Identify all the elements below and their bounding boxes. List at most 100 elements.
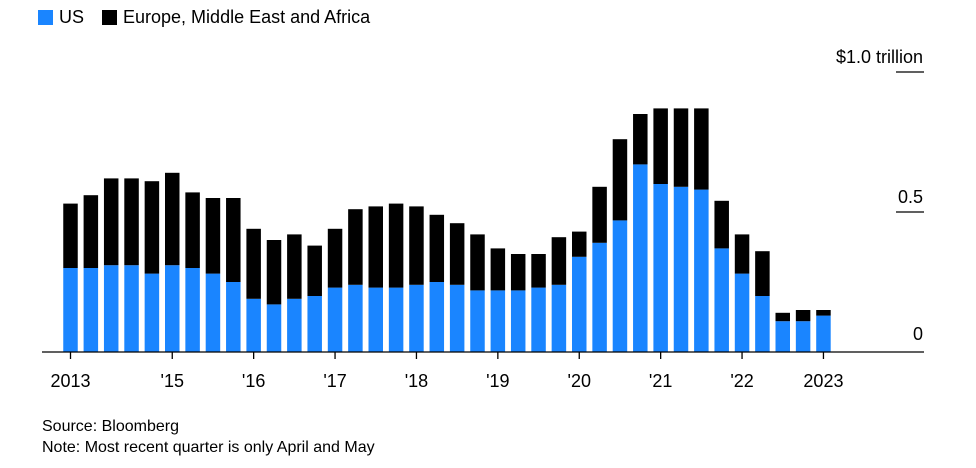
bar-emea — [531, 254, 546, 288]
bar-emea — [165, 172, 180, 266]
bar-us — [287, 298, 302, 352]
bar-emea — [551, 237, 567, 285]
footnote: Note: Most recent quarter is only April … — [42, 439, 375, 456]
bar-us — [307, 296, 322, 352]
legend-swatch-emea — [102, 9, 118, 25]
bar-emea — [470, 234, 485, 291]
bar-emea — [185, 192, 200, 268]
bar-us — [226, 282, 241, 352]
source-note: Source: Bloomberg — [42, 418, 179, 435]
bar-us — [470, 290, 485, 352]
bar-emea — [246, 228, 261, 299]
bar-emea — [266, 240, 282, 305]
bar-emea — [103, 178, 119, 266]
bar-emea — [653, 108, 668, 184]
bar-us — [348, 284, 363, 352]
legend: US Europe, Middle East and Africa — [38, 6, 388, 28]
bar-emea — [734, 234, 750, 274]
bar-emea — [368, 206, 383, 288]
bar-emea — [124, 178, 139, 266]
legend-label-us: US — [59, 6, 85, 27]
legend-label-emea: Europe, Middle East and Africa — [123, 6, 371, 27]
bar-us — [144, 273, 160, 352]
bar-emea — [83, 195, 99, 268]
x-tick-label: '16 — [242, 371, 265, 391]
bar-emea — [714, 200, 729, 249]
x-tick-label: 2023 — [803, 371, 843, 391]
bar-emea — [572, 231, 587, 257]
bar-emea — [694, 108, 709, 190]
x-tick-label: '20 — [568, 371, 591, 391]
bar-us — [266, 304, 282, 352]
bar-emea — [429, 214, 445, 282]
bar-us — [633, 164, 648, 352]
x-tick-label: '21 — [649, 371, 672, 391]
bar-us — [124, 265, 139, 352]
bar-emea — [409, 206, 424, 285]
bar-us — [185, 268, 200, 352]
bar-emea — [348, 209, 363, 285]
bar-us — [327, 287, 343, 352]
bar-emea — [673, 108, 689, 187]
bar-emea — [388, 203, 404, 288]
bar-emea — [612, 139, 628, 221]
x-tick-label: '19 — [486, 371, 509, 391]
bar-emea — [327, 228, 343, 288]
bar-emea — [795, 310, 811, 322]
x-tick-label: '17 — [323, 371, 346, 391]
bar-us — [653, 184, 668, 352]
y-tick-label: $1.0 trillion — [836, 47, 923, 67]
bar-us — [734, 273, 750, 352]
bar-us — [246, 298, 261, 352]
bar-us — [673, 186, 689, 352]
bar-emea — [226, 198, 241, 282]
bar-emea — [755, 251, 770, 296]
x-tick-label: '22 — [730, 371, 753, 391]
bar-us — [449, 284, 465, 352]
bar-us — [531, 287, 546, 352]
bar-us — [551, 284, 567, 352]
bar-us — [165, 265, 180, 352]
bar-us — [83, 268, 99, 352]
bar-us — [795, 321, 811, 352]
y-tick-label: 0.5 — [898, 187, 923, 207]
x-tick-label: '15 — [161, 371, 184, 391]
bar-emea — [144, 181, 160, 274]
legend-item-emea: Europe, Middle East and Africa — [102, 7, 370, 28]
legend-item-us: US — [38, 7, 84, 28]
bar-emea — [449, 223, 465, 285]
bar-us — [612, 220, 628, 352]
bar-us — [409, 284, 424, 352]
bar-emea — [307, 245, 322, 296]
bar-emea — [63, 203, 78, 268]
bar-us — [694, 189, 709, 352]
bar-us — [510, 290, 526, 352]
y-tick-label: 0 — [913, 324, 923, 344]
x-tick-label: '18 — [405, 371, 428, 391]
bar-us — [816, 315, 831, 352]
bar-emea — [816, 310, 831, 316]
bar-emea — [633, 114, 648, 165]
x-tick-label: 2013 — [50, 371, 90, 391]
bar-us — [368, 287, 383, 352]
bar-us — [103, 265, 119, 352]
bar-emea — [490, 248, 506, 291]
bar-us — [714, 248, 729, 352]
bar-emea — [510, 254, 526, 291]
bar-us — [775, 321, 790, 352]
bar-us — [572, 256, 587, 352]
bar-us — [205, 273, 221, 352]
bar-us — [388, 287, 404, 352]
bar-us — [429, 282, 445, 352]
bar-us — [63, 268, 78, 352]
bar-us — [592, 242, 607, 352]
bar-emea — [592, 186, 607, 243]
bar-emea — [287, 234, 302, 299]
bar-emea — [775, 312, 790, 322]
bar-emea — [205, 198, 221, 274]
bar-us — [490, 290, 506, 352]
bar-us — [755, 296, 770, 352]
stacked-bar-chart: $1.0 trillion 0.5 0 2013 '15 '16 '17 '18 '19 '20 '… — [42, 47, 924, 391]
footer-notes: Source: Bloomberg Note: Most recent quar… — [42, 416, 375, 458]
legend-swatch-us — [38, 9, 53, 25]
